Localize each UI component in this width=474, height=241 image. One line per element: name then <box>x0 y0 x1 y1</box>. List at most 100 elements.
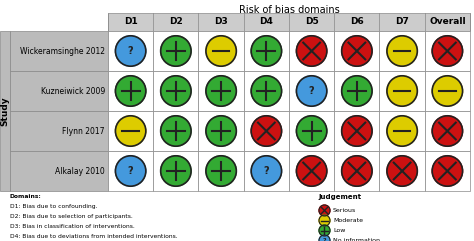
Text: Kuzneiwick 2009: Kuzneiwick 2009 <box>41 87 105 95</box>
Text: D2: D2 <box>169 18 183 27</box>
Circle shape <box>342 156 372 186</box>
Circle shape <box>319 225 330 236</box>
Circle shape <box>116 116 146 146</box>
Circle shape <box>432 156 463 186</box>
Bar <box>108 111 153 151</box>
Text: ?: ? <box>128 46 134 56</box>
Circle shape <box>432 116 463 146</box>
Text: D3: Bias in classification of interventions.: D3: Bias in classification of interventi… <box>10 224 135 229</box>
Bar <box>289 71 334 111</box>
Text: Alkalay 2010: Alkalay 2010 <box>55 167 105 175</box>
Circle shape <box>319 205 330 216</box>
Bar <box>0 31 10 191</box>
Circle shape <box>387 156 417 186</box>
Bar <box>289 151 334 191</box>
Bar <box>153 151 199 191</box>
Text: Overall: Overall <box>429 18 465 27</box>
Bar <box>153 111 199 151</box>
Circle shape <box>206 76 237 106</box>
Bar <box>380 71 425 111</box>
Bar <box>153 71 199 111</box>
Circle shape <box>206 36 237 66</box>
Bar <box>244 111 289 151</box>
Circle shape <box>116 36 146 66</box>
Circle shape <box>116 76 146 106</box>
Text: D2: Bias due to selection of participants.: D2: Bias due to selection of participant… <box>10 214 133 219</box>
Circle shape <box>161 36 191 66</box>
Text: No information: No information <box>333 238 380 241</box>
Circle shape <box>296 156 327 186</box>
Bar <box>108 71 153 111</box>
Text: ?: ? <box>309 86 314 96</box>
Circle shape <box>387 116 417 146</box>
Bar <box>244 71 289 111</box>
Text: Moderate: Moderate <box>333 218 363 223</box>
Text: ?: ? <box>264 166 269 176</box>
Bar <box>425 31 470 71</box>
Text: D4: D4 <box>259 18 273 27</box>
Circle shape <box>342 76 372 106</box>
Bar <box>289 111 334 151</box>
Circle shape <box>161 116 191 146</box>
Bar <box>199 71 244 111</box>
Bar <box>10 71 108 111</box>
Circle shape <box>161 76 191 106</box>
Text: Risk of bias domains: Risk of bias domains <box>238 5 339 15</box>
Bar <box>199 151 244 191</box>
Text: Domains:: Domains: <box>10 194 42 199</box>
Bar <box>289 31 334 71</box>
Circle shape <box>387 76 417 106</box>
Circle shape <box>116 156 146 186</box>
Text: D1: Bias due to confounding.: D1: Bias due to confounding. <box>10 204 98 209</box>
Circle shape <box>251 156 282 186</box>
Bar <box>425 111 470 151</box>
Circle shape <box>206 116 237 146</box>
Circle shape <box>251 76 282 106</box>
Text: Serious: Serious <box>333 208 356 213</box>
Bar <box>380 111 425 151</box>
Text: ?: ? <box>128 166 134 176</box>
Bar <box>153 31 199 71</box>
Circle shape <box>251 116 282 146</box>
Text: D7: D7 <box>395 18 409 27</box>
Text: D6: D6 <box>350 18 364 27</box>
Bar <box>10 151 108 191</box>
Circle shape <box>206 156 237 186</box>
Circle shape <box>342 36 372 66</box>
Circle shape <box>319 215 330 226</box>
Bar <box>10 31 108 71</box>
Circle shape <box>296 76 327 106</box>
Bar <box>199 111 244 151</box>
Bar <box>244 31 289 71</box>
Bar <box>108 13 470 31</box>
Bar <box>425 151 470 191</box>
Bar <box>334 31 380 71</box>
Text: D5: D5 <box>305 18 319 27</box>
Bar <box>108 31 153 71</box>
Text: D1: D1 <box>124 18 137 27</box>
Text: Flynn 2017: Flynn 2017 <box>63 127 105 135</box>
Text: Wickeramsinghe 2012: Wickeramsinghe 2012 <box>20 47 105 55</box>
Circle shape <box>251 36 282 66</box>
Bar <box>334 151 380 191</box>
Circle shape <box>319 235 330 241</box>
Bar <box>334 71 380 111</box>
Circle shape <box>296 36 327 66</box>
Circle shape <box>387 36 417 66</box>
Bar <box>244 151 289 191</box>
Bar <box>425 71 470 111</box>
Bar <box>380 151 425 191</box>
Circle shape <box>342 116 372 146</box>
Circle shape <box>161 156 191 186</box>
Bar <box>10 111 108 151</box>
Bar <box>199 31 244 71</box>
Circle shape <box>296 116 327 146</box>
Bar <box>380 31 425 71</box>
Text: Low: Low <box>333 228 346 233</box>
Text: ?: ? <box>323 238 326 241</box>
Text: D4: Bias due to deviations from intended interventions.: D4: Bias due to deviations from intended… <box>10 234 178 239</box>
Text: Study: Study <box>0 96 9 126</box>
Text: Judgement: Judgement <box>318 194 361 200</box>
Bar <box>334 111 380 151</box>
Bar <box>108 151 153 191</box>
